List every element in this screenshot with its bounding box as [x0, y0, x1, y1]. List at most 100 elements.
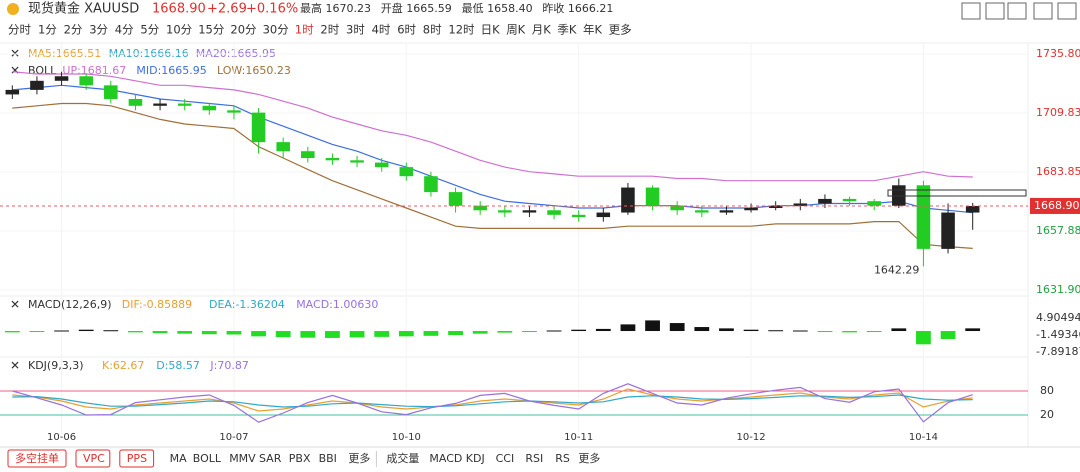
period-tab[interactable]: 2分	[64, 23, 83, 37]
period-tab[interactable]: 1时	[295, 23, 314, 37]
candle-body	[276, 142, 290, 152]
button[interactable]	[75, 449, 111, 468]
indicator-tab[interactable]: RS	[555, 452, 570, 465]
indicator-tab[interactable]: MA	[170, 452, 187, 465]
candle-body	[325, 158, 340, 161]
period-tab[interactable]: 季K	[557, 23, 576, 37]
macd-bar	[940, 331, 956, 340]
macd-bar	[792, 330, 808, 332]
indicator-tab[interactable]: MMV	[229, 452, 256, 465]
stat: 开盘 1665.59	[381, 1, 452, 15]
indicator-tab[interactable]: 更多	[578, 451, 600, 465]
candle-body	[153, 103, 167, 106]
period-tab[interactable]: 12时	[448, 23, 475, 37]
button[interactable]	[119, 449, 155, 468]
candle-body	[793, 203, 808, 206]
candle-body	[79, 76, 93, 86]
price: 1668.90	[152, 2, 206, 17]
candle-body	[399, 167, 414, 177]
x-tick-label: 10-14	[909, 432, 938, 443]
indicator-tab[interactable]: PBX	[289, 452, 311, 465]
period-tab[interactable]: 日K	[481, 23, 500, 37]
period-tab[interactable]: 月K	[532, 23, 551, 37]
indicator-tab[interactable]: MACD	[429, 452, 462, 465]
legend-item: DIF:-0.85889	[122, 298, 192, 311]
y-tick-label: 1683.85	[1036, 165, 1080, 178]
indicator-tab[interactable]: 更多	[348, 451, 370, 465]
macd-bar	[29, 331, 45, 333]
overlay-line	[12, 102, 973, 249]
macd-bar	[916, 331, 931, 345]
period-tab[interactable]: 1分	[38, 23, 57, 37]
button[interactable]	[7, 449, 67, 468]
period-tab[interactable]: 分时	[8, 23, 31, 37]
symbol[interactable]: 现货黄金 XAUUSD	[28, 1, 139, 17]
candle-body	[744, 208, 758, 211]
last-price-box	[1030, 197, 1080, 214]
period-tab[interactable]: 20分	[230, 23, 257, 37]
stat: 昨收 1666.21	[542, 1, 613, 15]
tool-button[interactable]	[985, 2, 1005, 20]
button-label[interactable]: PPS	[127, 452, 147, 465]
indicator-tab[interactable]: BBI	[319, 452, 337, 465]
button-label[interactable]: 多空挂单	[15, 451, 59, 465]
period-tab[interactable]: 5分	[140, 23, 159, 37]
period-tab[interactable]: 15分	[198, 23, 225, 37]
kdj-line	[12, 383, 973, 423]
macd-bar	[719, 328, 734, 332]
period-tab[interactable]: 8时	[423, 23, 442, 37]
candle-body	[251, 112, 266, 143]
period-tab[interactable]: 4分	[115, 23, 134, 37]
candle-body	[30, 80, 44, 90]
candle-body	[374, 162, 389, 168]
y-tick-label: 4.90494	[1036, 311, 1080, 324]
macd-bar	[103, 330, 119, 332]
drawn-box	[887, 189, 1027, 197]
panel-title: KDJ(9,3,3)	[28, 359, 84, 372]
period-tab[interactable]: 周K	[506, 23, 525, 37]
macd-bar	[522, 331, 537, 333]
macd-bar	[645, 320, 660, 332]
candle-body	[941, 212, 955, 249]
indicator-tab[interactable]: 成交量	[386, 451, 419, 465]
period-tab[interactable]: 6时	[397, 23, 416, 37]
macd-bar	[497, 331, 513, 333]
indicator-tab[interactable]: RSI	[525, 452, 543, 465]
period-tab[interactable]: 4时	[372, 23, 391, 37]
macd-bar	[546, 330, 562, 332]
candle-body	[867, 201, 881, 206]
tool-button[interactable]	[1007, 2, 1027, 20]
candle-body	[128, 98, 143, 106]
indicator-tab[interactable]: SAR	[259, 452, 282, 465]
period-tab[interactable]: 年K	[583, 23, 602, 37]
legend-item: MACD:1.00630	[296, 298, 378, 311]
macd-bar	[669, 323, 685, 332]
legend-item: J:70.87	[209, 359, 248, 372]
candle-body	[202, 105, 217, 111]
y-tick-label: 1735.80	[1036, 47, 1080, 60]
tool-button[interactable]	[1057, 2, 1077, 20]
y-tick-label: 1709.83	[1036, 106, 1080, 119]
kdj-line	[12, 388, 973, 412]
indicator-tab[interactable]: KDJ	[466, 452, 485, 465]
period-tab[interactable]: 3分	[89, 23, 108, 37]
tool-button[interactable]	[961, 2, 981, 20]
period-tab[interactable]: 更多	[609, 23, 632, 37]
period-tab[interactable]: 3时	[346, 23, 365, 37]
x-tick-label: 10-12	[737, 432, 766, 443]
period-tab[interactable]: 10分	[166, 23, 193, 37]
legend-item: D:58.57	[156, 359, 200, 372]
indicator-tab[interactable]: BOLL	[193, 452, 222, 465]
legend-item: K:62.67	[102, 359, 144, 372]
candle-body	[54, 76, 69, 81]
tool-button[interactable]	[1033, 2, 1053, 20]
macd-bar	[965, 328, 981, 332]
button-label[interactable]: VPC	[83, 452, 105, 465]
macd-bar	[423, 331, 439, 336]
indicator-tab[interactable]: CCI	[496, 452, 515, 465]
gold-icon	[7, 3, 19, 15]
candle-body	[621, 187, 635, 213]
period-tab[interactable]: 30分	[263, 23, 290, 37]
x-tick-label: 10-06	[47, 432, 76, 443]
period-tab[interactable]: 2时	[320, 23, 339, 37]
